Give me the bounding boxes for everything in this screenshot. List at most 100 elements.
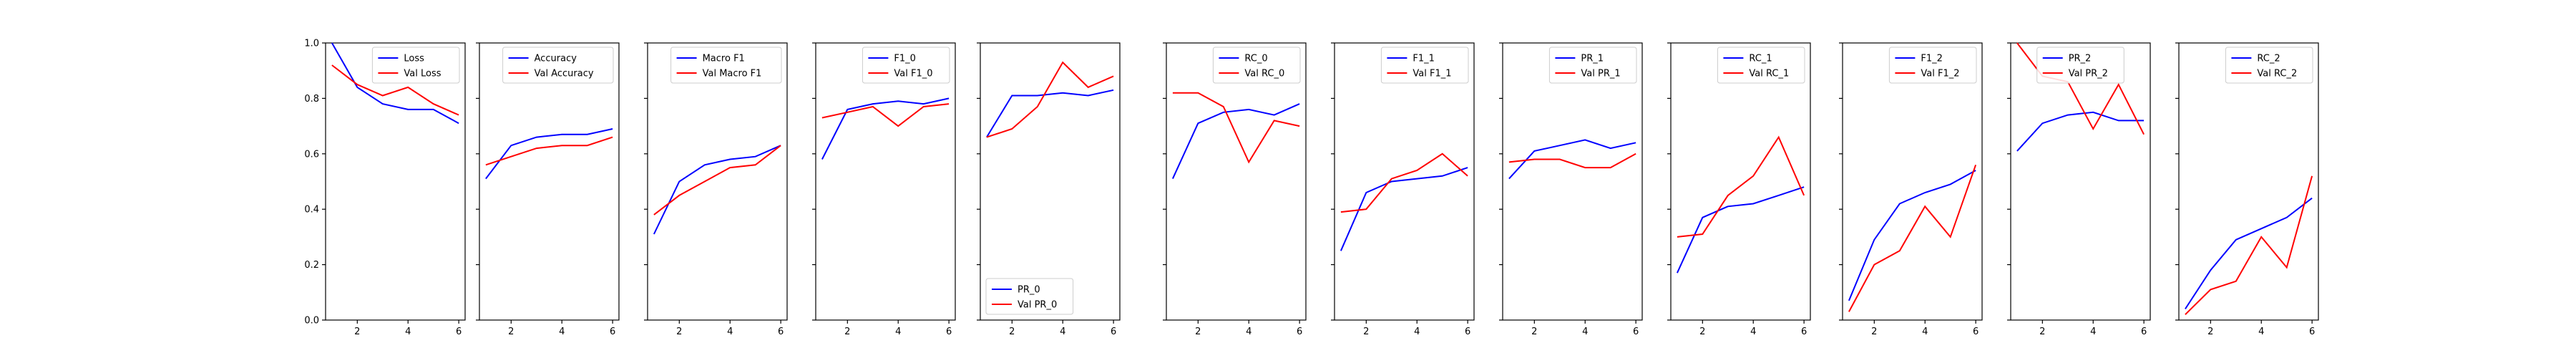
series-line-val bbox=[485, 136, 613, 166]
legend: PR_0 Val PR_0 bbox=[985, 278, 1074, 315]
x-tick-label: 6 bbox=[2309, 326, 2315, 337]
series-line-train bbox=[331, 42, 459, 125]
legend: Macro F1 Val Macro F1 bbox=[670, 47, 782, 84]
legend-label: Val PR_0 bbox=[1018, 300, 1057, 311]
chart-panel: 2 4 6 PR_1 Val PR_1 bbox=[1499, 42, 1643, 337]
legend-box bbox=[985, 278, 1074, 315]
x-tick-label: 4 bbox=[2258, 326, 2264, 337]
legend-box bbox=[1548, 47, 1637, 84]
series-line-train bbox=[1676, 186, 1805, 274]
plot-frame bbox=[1334, 42, 1475, 321]
legend-label: Val RC_2 bbox=[2257, 69, 2297, 79]
x-tick-label: 4 bbox=[1060, 326, 1065, 337]
chart-panel: 2 4 6 RC_1 Val RC_1 bbox=[1667, 42, 1811, 337]
legend-box bbox=[670, 47, 782, 84]
x-tick-label: 6 bbox=[1111, 326, 1116, 337]
series-line-val bbox=[1340, 153, 1468, 213]
legend-label: Loss bbox=[404, 54, 424, 64]
y-tick-label: 0.6 bbox=[304, 149, 319, 160]
x-tick-label: 6 bbox=[778, 326, 784, 337]
legend: F1_1 Val F1_1 bbox=[1380, 47, 1469, 84]
series-line-val bbox=[1677, 135, 1805, 238]
legend-box bbox=[862, 47, 950, 84]
series-line-train bbox=[2185, 197, 2313, 310]
x-tick-label: 4 bbox=[1414, 326, 1420, 337]
x-tick-label: 2 bbox=[1363, 326, 1369, 337]
legend-box bbox=[1212, 47, 1301, 84]
chart-panel: 2 4 6 Macro F1 Val Macro F1 bbox=[644, 42, 788, 337]
plot-frame bbox=[1166, 42, 1307, 321]
x-tick-label: 4 bbox=[1246, 326, 1252, 337]
legend-label: RC_1 bbox=[1749, 54, 1772, 64]
x-tick-label: 6 bbox=[1297, 326, 1302, 337]
legend: RC_2 Val RC_2 bbox=[2225, 47, 2313, 84]
plot-frame bbox=[479, 42, 620, 321]
x-tick-label: 2 bbox=[844, 326, 850, 337]
series-line-val bbox=[2185, 175, 2313, 316]
legend: F1_2 Val F1_2 bbox=[1888, 47, 1977, 84]
legend-label: Val Accuracy bbox=[535, 69, 594, 79]
plot-frame bbox=[647, 42, 788, 321]
chart-panel: 2 4 6 F1_0 Val F1_0 bbox=[812, 42, 956, 337]
legend-box bbox=[1380, 47, 1469, 84]
chart-panel: 0.0 0.2 0.4 0.6 0.8 1.0 2 4 6 Loss Val Loss bbox=[304, 39, 466, 337]
legend-label: Val Loss bbox=[404, 69, 441, 79]
x-tick-label: 4 bbox=[895, 326, 901, 337]
series-line-train bbox=[1171, 103, 1300, 180]
legend-label: Macro F1 bbox=[703, 54, 745, 64]
legend: Accuracy Val Accuracy bbox=[502, 47, 614, 84]
x-tick-label: 2 bbox=[676, 326, 682, 337]
x-tick-label: 2 bbox=[1699, 326, 1705, 337]
legend-box bbox=[1888, 47, 1977, 84]
x-tick-label: 6 bbox=[1801, 326, 1807, 337]
legend-box bbox=[2036, 47, 2124, 84]
x-tick-label: 6 bbox=[2141, 326, 2147, 337]
legend: F1_0 Val F1_0 bbox=[862, 47, 950, 84]
series-line-val bbox=[331, 64, 459, 116]
legend-label: PR_0 bbox=[1018, 285, 1040, 296]
y-tick-label: 0.0 bbox=[304, 316, 319, 326]
legend-label: Val Macro F1 bbox=[703, 69, 762, 79]
plot-frame bbox=[980, 42, 1121, 321]
y-tick-label: 0.8 bbox=[304, 94, 319, 105]
x-tick-label: 2 bbox=[1195, 326, 1201, 337]
series-line-train bbox=[653, 145, 781, 235]
legend: Loss Val Loss bbox=[371, 47, 460, 84]
series-line-val bbox=[1848, 164, 1977, 312]
x-tick-label: 2 bbox=[2039, 326, 2045, 337]
series-line-train bbox=[2016, 111, 2145, 152]
legend-box bbox=[502, 47, 614, 84]
chart-panel: 2 4 6 F1_1 Val F1_1 bbox=[1331, 42, 1475, 337]
legend: RC_1 Val RC_1 bbox=[1717, 47, 1805, 84]
x-tick-label: 6 bbox=[456, 326, 462, 337]
legend-label: PR_1 bbox=[1581, 54, 1604, 64]
legend-label: F1_0 bbox=[894, 54, 916, 64]
x-tick-label: 6 bbox=[610, 326, 615, 337]
plot-frame bbox=[1502, 42, 1643, 321]
plot-frame bbox=[815, 42, 956, 321]
x-tick-label: 6 bbox=[1633, 326, 1639, 337]
legend-label: F1_2 bbox=[1921, 54, 1943, 64]
x-tick-label: 2 bbox=[508, 326, 514, 337]
y-tick-label: 1.0 bbox=[304, 39, 319, 49]
legend-label: Val RC_1 bbox=[1749, 69, 1789, 79]
chart-panel: 2 4 6 PR_2 Val PR_2 bbox=[2007, 42, 2151, 337]
x-tick-label: 2 bbox=[1531, 326, 1537, 337]
chart-panel: 2 4 6 RC_2 Val RC_2 bbox=[2175, 42, 2319, 337]
legend-label: Val RC_0 bbox=[1244, 69, 1284, 79]
series-line-val bbox=[821, 103, 950, 127]
plot-frame bbox=[2010, 42, 2151, 321]
y-tick-label: 0.2 bbox=[304, 260, 319, 271]
legend-label: Accuracy bbox=[535, 54, 577, 64]
legend-label: Val F1_2 bbox=[1921, 69, 1959, 79]
x-tick-label: 6 bbox=[1465, 326, 1470, 337]
legend-label: F1_1 bbox=[1413, 54, 1435, 64]
legend-label: Val F1_0 bbox=[894, 69, 932, 79]
series-line-train bbox=[485, 128, 613, 180]
plot-frame bbox=[1842, 42, 1983, 321]
x-tick-label: 6 bbox=[1973, 326, 1979, 337]
legend-label: Val PR_2 bbox=[2069, 69, 2108, 79]
series-line-val bbox=[1172, 92, 1300, 164]
x-tick-label: 2 bbox=[1871, 326, 1877, 337]
